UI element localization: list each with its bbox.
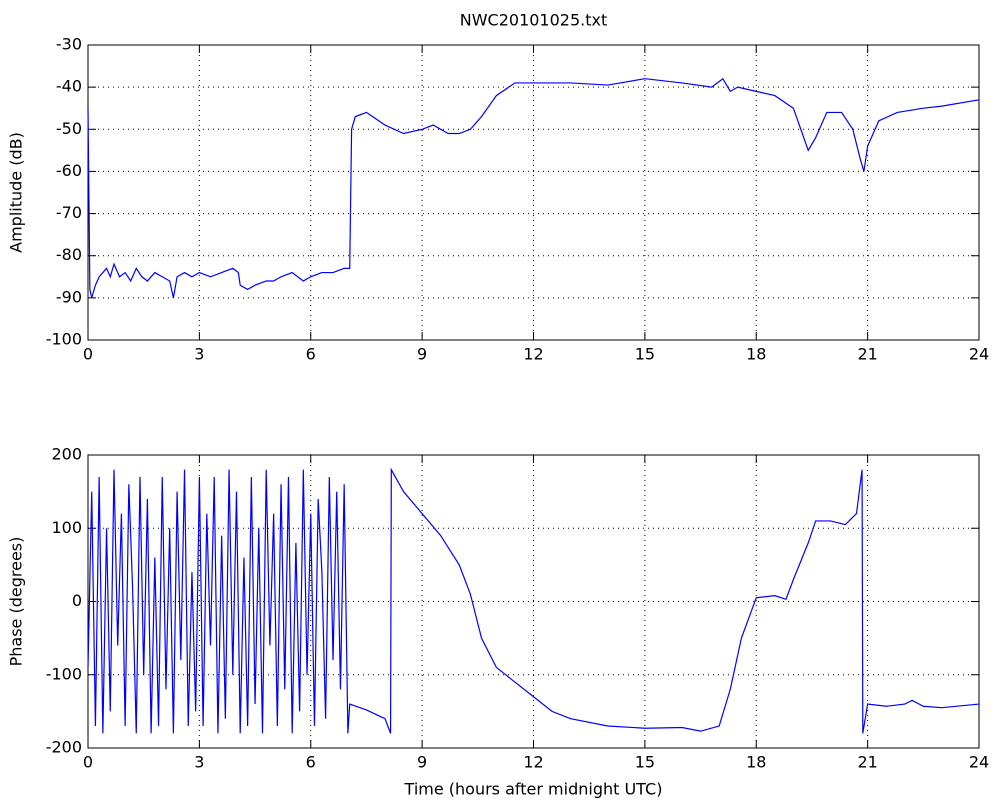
y-tick-label: -100	[46, 664, 82, 683]
x-tick-label: 3	[194, 753, 204, 772]
x-axis-label: Time (hours after midnight UTC)	[404, 780, 663, 799]
x-tick-label: 6	[306, 753, 316, 772]
y-tick-label: -100	[46, 330, 82, 349]
x-tick-label: 0	[83, 753, 93, 772]
y-tick-label: -70	[56, 203, 82, 222]
x-tick-label: 21	[857, 753, 877, 772]
x-tick-label: 12	[523, 345, 543, 364]
y-tick-label: -90	[56, 287, 82, 306]
x-tick-label: 12	[523, 753, 543, 772]
x-tick-label: 15	[635, 753, 655, 772]
y-axis-label: Phase (degrees)	[7, 537, 26, 667]
axes-frame	[87, 454, 980, 749]
y-tick-label: -200	[46, 738, 82, 757]
x-tick-label: 24	[969, 753, 989, 772]
y-tick-label: -50	[56, 119, 82, 138]
data-line	[87, 77, 980, 299]
y-tick-label: -40	[56, 77, 82, 96]
x-tick-label: 9	[417, 345, 427, 364]
axes-frame	[87, 44, 980, 341]
y-tick-label: 100	[51, 518, 82, 537]
x-tick-label: 21	[857, 345, 877, 364]
y-tick-label: 200	[51, 445, 82, 464]
x-tick-label: 6	[306, 345, 316, 364]
chart-title: NWC20101025.txt	[460, 11, 608, 30]
y-tick-label: 0	[72, 591, 82, 610]
y-tick-label: -60	[56, 161, 82, 180]
y-axis-label: Amplitude (dB)	[7, 132, 26, 253]
data-line	[87, 467, 980, 734]
x-tick-label: 0	[83, 345, 93, 364]
x-tick-label: 24	[969, 345, 989, 364]
x-tick-label: 15	[635, 345, 655, 364]
x-tick-label: 18	[746, 753, 766, 772]
x-tick-label: 9	[417, 753, 427, 772]
x-tick-label: 3	[194, 345, 204, 364]
y-tick-label: -30	[56, 35, 82, 54]
x-tick-label: 18	[746, 345, 766, 364]
y-tick-label: -80	[56, 245, 82, 264]
